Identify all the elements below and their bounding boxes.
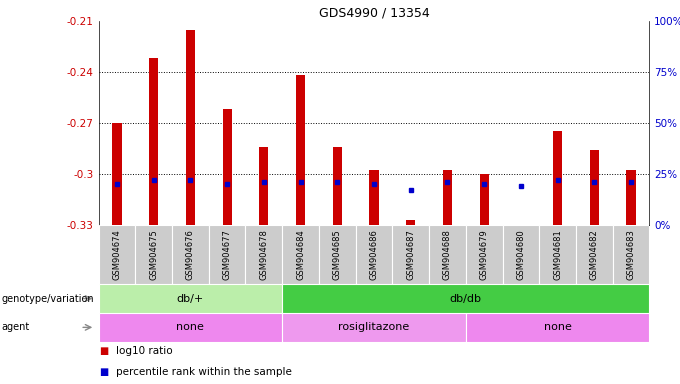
Text: genotype/variation: genotype/variation bbox=[1, 293, 94, 304]
Text: GSM904685: GSM904685 bbox=[333, 229, 342, 280]
Text: agent: agent bbox=[1, 322, 30, 333]
Bar bbox=[613, 225, 649, 284]
Text: rosiglitazone: rosiglitazone bbox=[339, 322, 409, 333]
Text: db/db: db/db bbox=[449, 293, 482, 304]
Bar bbox=[149, 58, 158, 225]
Text: GSM904686: GSM904686 bbox=[369, 229, 379, 280]
Text: log10 ratio: log10 ratio bbox=[116, 346, 172, 356]
Bar bbox=[369, 170, 379, 225]
Text: GSM904683: GSM904683 bbox=[626, 229, 636, 280]
Text: GSM904680: GSM904680 bbox=[516, 229, 526, 280]
Text: none: none bbox=[544, 322, 571, 333]
Bar bbox=[172, 225, 209, 284]
Text: GSM904681: GSM904681 bbox=[553, 229, 562, 280]
Text: GSM904688: GSM904688 bbox=[443, 229, 452, 280]
Bar bbox=[99, 225, 135, 284]
Bar bbox=[356, 225, 392, 284]
Bar bbox=[466, 313, 649, 342]
Bar bbox=[209, 225, 245, 284]
Bar bbox=[282, 313, 466, 342]
Text: db/+: db/+ bbox=[177, 293, 204, 304]
Bar bbox=[443, 170, 452, 225]
Bar bbox=[135, 225, 172, 284]
Bar bbox=[406, 220, 415, 225]
Bar bbox=[296, 75, 305, 225]
Text: percentile rank within the sample: percentile rank within the sample bbox=[116, 367, 292, 377]
Bar bbox=[112, 123, 122, 225]
Bar bbox=[333, 147, 342, 225]
Text: GSM904675: GSM904675 bbox=[149, 229, 158, 280]
Text: GSM904684: GSM904684 bbox=[296, 229, 305, 280]
Bar bbox=[626, 170, 636, 225]
Bar bbox=[479, 174, 489, 225]
Text: ■: ■ bbox=[99, 346, 109, 356]
Bar bbox=[576, 225, 613, 284]
Bar bbox=[590, 150, 599, 225]
Text: GSM904676: GSM904676 bbox=[186, 229, 195, 280]
Bar bbox=[392, 225, 429, 284]
Bar bbox=[503, 225, 539, 284]
Text: GSM904677: GSM904677 bbox=[222, 229, 232, 280]
Text: GSM904687: GSM904687 bbox=[406, 229, 415, 280]
Text: GSM904678: GSM904678 bbox=[259, 229, 269, 280]
Text: GSM904679: GSM904679 bbox=[479, 229, 489, 280]
Title: GDS4990 / 13354: GDS4990 / 13354 bbox=[319, 7, 429, 20]
Text: none: none bbox=[177, 322, 204, 333]
Bar bbox=[553, 131, 562, 225]
Bar bbox=[222, 109, 232, 225]
Bar bbox=[319, 225, 356, 284]
Bar bbox=[245, 225, 282, 284]
Bar bbox=[99, 284, 282, 313]
Bar bbox=[99, 313, 282, 342]
Bar bbox=[539, 225, 576, 284]
Bar bbox=[466, 225, 503, 284]
Bar bbox=[429, 225, 466, 284]
Bar bbox=[282, 284, 649, 313]
Bar bbox=[186, 30, 195, 225]
Text: ■: ■ bbox=[99, 367, 109, 377]
Text: GSM904674: GSM904674 bbox=[112, 229, 122, 280]
Text: GSM904682: GSM904682 bbox=[590, 229, 599, 280]
Bar bbox=[282, 225, 319, 284]
Bar bbox=[259, 147, 269, 225]
